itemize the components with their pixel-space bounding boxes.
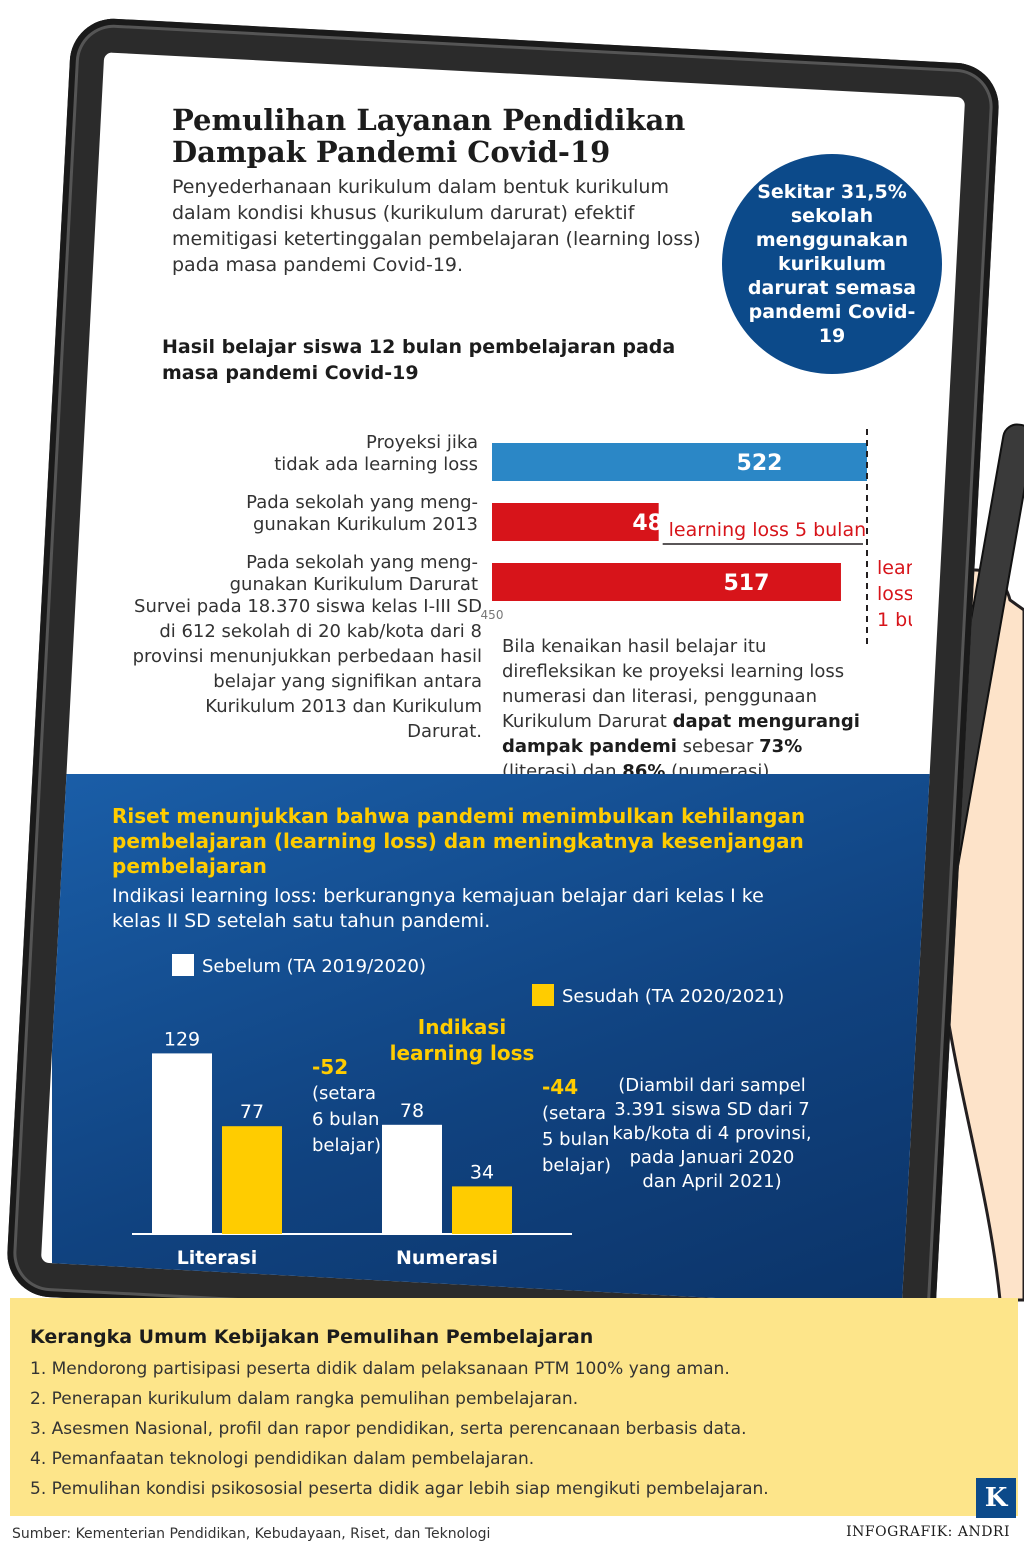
difference-note: (setara xyxy=(542,1103,606,1124)
policy-item: 2. Penerapan kurikulum dalam rangka pemu… xyxy=(30,1389,579,1409)
policy-item: 5. Pemulihan kondisi psikososial peserta… xyxy=(30,1479,769,1499)
difference-note: 5 bulan xyxy=(542,1129,609,1150)
policy-item: 4. Pemanfaatan teknologi pendidikan dala… xyxy=(30,1449,535,1469)
loss-annotation: learning loss 5 bulan xyxy=(669,519,867,541)
loss-annotation: 1 bulan xyxy=(877,609,912,631)
bar-value-label: 482 xyxy=(632,511,678,536)
tablet: Pemulihan Layanan Pendidikan Dampak Pand… xyxy=(5,16,1001,1344)
bar xyxy=(452,1186,512,1234)
loss-annotation: loss xyxy=(877,583,912,605)
policy-box: Kerangka Umum Kebijakan Pemulihan Pembel… xyxy=(10,1298,1018,1516)
bar xyxy=(492,503,659,541)
reflect-part-c: sebesar xyxy=(676,736,760,757)
bar xyxy=(492,443,867,481)
policy-title: Kerangka Umum Kebijakan Pemulihan Pembel… xyxy=(30,1326,594,1348)
category-label: Proyeksi jika xyxy=(366,432,478,453)
credit-text: INFOGRAFIK: ANDRI xyxy=(846,1524,1010,1540)
reflection-text: Bila kenaikan hasil belajar itu direflek… xyxy=(502,634,882,784)
category-label: Pada sekolah yang meng- xyxy=(246,552,478,573)
stat-badge: Sekitar 31,5% sekolah menggunakan kuriku… xyxy=(722,154,942,374)
difference-note: (setara xyxy=(312,1083,376,1104)
category-label: tidak ada learning loss xyxy=(274,454,478,475)
policy-item: 3. Asesmen Nasional, profil dan rapor pe… xyxy=(30,1419,747,1439)
bar-value-label: 522 xyxy=(737,451,783,476)
title-line-1: Pemulihan Layanan Pendidikan xyxy=(172,103,686,137)
axis-baseline-label: 450 xyxy=(481,608,504,622)
category-label: Literasi xyxy=(177,1247,258,1269)
reflect-part-d: 73% xyxy=(759,736,803,757)
category-label: Pada sekolah yang meng- xyxy=(246,492,478,513)
source-text: Sumber: Kementerian Pendidikan, Kebudaya… xyxy=(12,1526,491,1542)
tablet-screen: Pemulihan Layanan Pendidikan Dampak Pand… xyxy=(40,52,966,1308)
policy-list: 1. Mendorong partisipasi peserta didik d… xyxy=(30,1354,769,1504)
legend-label: Sesudah (TA 2020/2021) xyxy=(562,986,784,1007)
badge-text: Sekitar 31,5% sekolah menggunakan kuriku… xyxy=(747,181,917,347)
difference-label: -52 xyxy=(312,1055,348,1079)
loss-annotation: learning xyxy=(877,557,912,579)
screen-content: Pemulihan Layanan Pendidikan Dampak Pand… xyxy=(51,74,952,1308)
survey-text: Survei pada 18.370 siswa kelas I-III SD … xyxy=(132,596,482,742)
policy-item: 1. Mendorong partisipasi peserta didik d… xyxy=(30,1359,730,1379)
publisher-logo: K xyxy=(976,1478,1016,1518)
learning-loss-chart: 129 77 Literasi -52 (setara 6 bulan belajar) 78… xyxy=(132,954,784,1269)
bar xyxy=(152,1053,212,1234)
group-label: Indikasi xyxy=(418,1015,506,1039)
page-title: Pemulihan Layanan Pendidikan Dampak Pand… xyxy=(172,103,732,169)
legend-label: Sebelum (TA 2019/2020) xyxy=(202,956,426,977)
bar-chart-title: Hasil belajar siswa 12 bulan pembelajara… xyxy=(162,336,676,384)
bar xyxy=(222,1126,282,1234)
sample-footnote: (Diambil dari sampel 3.391 siswa SD dari… xyxy=(612,1075,812,1192)
bar xyxy=(382,1124,442,1234)
category-label: gunakan Kurikulum Darurat xyxy=(230,574,478,595)
research-heading: Riset menunjukkan bahwa pandemi menimbul… xyxy=(111,804,806,878)
difference-note: belajar) xyxy=(542,1155,611,1176)
category-label: gunakan Kurikulum 2013 xyxy=(253,514,478,535)
bar-value-label: 517 xyxy=(724,571,770,596)
bar-value-label: 78 xyxy=(400,1100,424,1122)
difference-note: 6 bulan xyxy=(312,1109,379,1130)
title-line-2: Dampak Pandemi Covid-19 xyxy=(172,135,611,169)
bar-value-label: 129 xyxy=(164,1028,200,1050)
indikasi-text: Indikasi learning loss: berkurangnya kem… xyxy=(112,885,764,932)
bar-value-label: 34 xyxy=(470,1161,494,1183)
bar-value-label: 77 xyxy=(240,1101,264,1123)
difference-note: belajar) xyxy=(312,1135,381,1156)
difference-label: -44 xyxy=(542,1075,578,1099)
category-label: Numerasi xyxy=(396,1247,498,1269)
intro-text: Penyederhanaan kurikulum dalam bentuk ku… xyxy=(172,176,701,276)
legend-swatch xyxy=(172,954,194,976)
legend-swatch xyxy=(532,984,554,1006)
group-label: learning loss xyxy=(390,1041,535,1065)
bar xyxy=(491,563,841,601)
